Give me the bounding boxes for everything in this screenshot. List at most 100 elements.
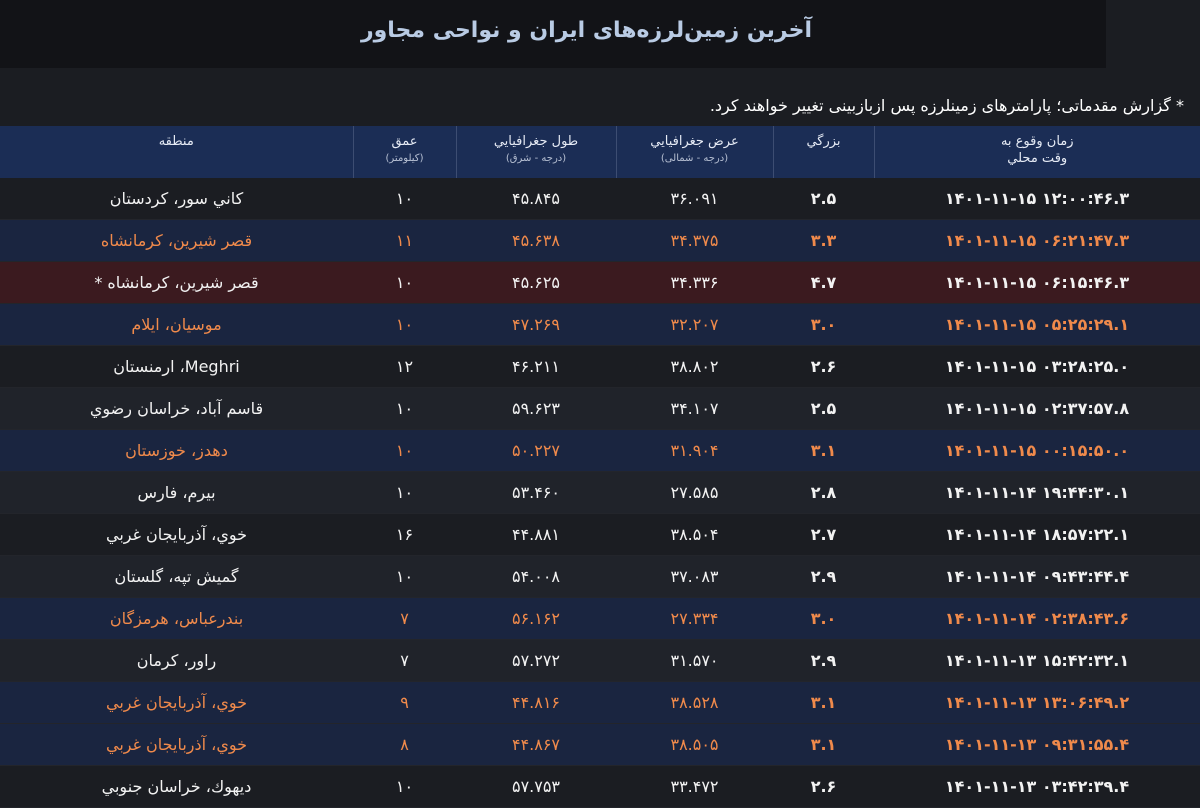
cell-magnitude: ۲.۵	[773, 388, 874, 430]
cell-latitude: ۲۷.۳۳۴	[616, 598, 773, 640]
cell-region: قصر شيرين، كرمانشاه *	[0, 262, 353, 304]
cell-longitude: ۴۵.۸۴۵	[456, 178, 616, 220]
cell-latitude: ۳۴.۳۷۵	[616, 220, 773, 262]
cell-magnitude: ۲.۷	[773, 514, 874, 556]
cell-magnitude: ۳.۰	[773, 598, 874, 640]
cell-time: ۱۴۰۱-۱۱-۱۵ ۰۰:۱۵:۵۰.۰	[874, 430, 1200, 472]
cell-time: ۱۴۰۱-۱۱-۱۴ ۰۲:۳۸:۴۳.۶	[874, 598, 1200, 640]
header-latitude[interactable]: عرض جغرافيايي (درجه - شمالی)	[616, 126, 773, 178]
cell-region: قصر شيرين، كرمانشاه	[0, 220, 353, 262]
cell-magnitude: ۲.۹	[773, 556, 874, 598]
cell-depth: ۱۰	[353, 472, 456, 514]
header-magnitude-label: بزرگي	[774, 134, 874, 149]
cell-time: ۱۴۰۱-۱۱-۱۴ ۰۹:۴۳:۴۴.۴	[874, 556, 1200, 598]
cell-magnitude: ۳.۱	[773, 430, 874, 472]
header-magnitude[interactable]: بزرگي	[773, 126, 874, 178]
page-title: آخرین زمین‌لرزه‌های ایران و نواحی مجاور	[292, 18, 812, 43]
cell-depth: ۱۰	[353, 388, 456, 430]
cell-time: ۱۴۰۱-۱۱-۱۵ ۰۳:۲۸:۲۵.۰	[874, 346, 1200, 388]
cell-magnitude: ۲.۵	[773, 178, 874, 220]
cell-depth: ۸	[353, 724, 456, 766]
cell-time: ۱۴۰۱-۱۱-۱۵ ۰۶:۲۱:۴۷.۳	[874, 220, 1200, 262]
cell-depth: ۷	[353, 598, 456, 640]
cell-region: خوي، آذربايجان غربي	[0, 514, 353, 556]
cell-magnitude: ۲.۶	[773, 766, 874, 808]
cell-latitude: ۳۴.۱۰۷	[616, 388, 773, 430]
cell-depth: ۱۰	[353, 262, 456, 304]
cell-longitude: ۵۹.۶۲۳	[456, 388, 616, 430]
earthquake-table: منطقه عمق (کیلومتر) طول جغرافيايي (درجه …	[0, 126, 1200, 808]
cell-region: ديهوك، خراسان جنوبي	[0, 766, 353, 808]
cell-magnitude: ۲.۹	[773, 640, 874, 682]
cell-longitude: ۴۴.۸۱۶	[456, 682, 616, 724]
cell-depth: ۱۰	[353, 304, 456, 346]
cell-magnitude: ۳.۰	[773, 304, 874, 346]
cell-time: ۱۴۰۱-۱۱-۱۵ ۰۲:۳۷:۵۷.۸	[874, 388, 1200, 430]
cell-longitude: ۴۵.۶۳۸	[456, 220, 616, 262]
header-region[interactable]: منطقه	[0, 126, 353, 178]
cell-latitude: ۳۸.۵۰۴	[616, 514, 773, 556]
header-depth-label: عمق	[354, 134, 456, 149]
cell-depth: ۱۰	[353, 766, 456, 808]
cell-region: موسيان، ايلام	[0, 304, 353, 346]
cell-longitude: ۴۶.۲۱۱	[456, 346, 616, 388]
cell-region: راور، كرمان	[0, 640, 353, 682]
cell-longitude: ۵۷.۷۵۳	[456, 766, 616, 808]
cell-longitude: ۵۴.۰۰۸	[456, 556, 616, 598]
cell-time: ۱۴۰۱-۱۱-۱۳ ۱۳:۰۶:۴۹.۲	[874, 682, 1200, 724]
header-depth-unit: (کیلومتر)	[354, 153, 456, 164]
cell-depth: ۱۱	[353, 220, 456, 262]
cell-time: ۱۴۰۱-۱۱-۱۳ ۱۵:۴۲:۳۲.۱	[874, 640, 1200, 682]
cell-latitude: ۲۷.۵۸۵	[616, 472, 773, 514]
cell-latitude: ۳۳.۴۷۲	[616, 766, 773, 808]
cell-longitude: ۴۴.۸۶۷	[456, 724, 616, 766]
cell-depth: ۱۰	[353, 556, 456, 598]
cell-latitude: ۳۸.۸۰۲	[616, 346, 773, 388]
cell-latitude: ۳۶.۰۹۱	[616, 178, 773, 220]
header-depth[interactable]: عمق (کیلومتر)	[353, 126, 456, 178]
cell-longitude: ۵۰.۲۲۷	[456, 430, 616, 472]
header-time-label: زمان وقوع به	[875, 134, 1200, 149]
cell-time: ۱۴۰۱-۱۱-۱۵ ۰۵:۲۵:۲۹.۱	[874, 304, 1200, 346]
header-region-label: منطقه	[0, 134, 353, 149]
cell-magnitude: ۴.۷	[773, 262, 874, 304]
table-header-row: منطقه عمق (کیلومتر) طول جغرافيايي (درجه …	[0, 126, 1200, 178]
cell-magnitude: ۳.۱	[773, 682, 874, 724]
cell-latitude: ۳۸.۵۲۸	[616, 682, 773, 724]
cell-region: دهدز، خوزستان	[0, 430, 353, 472]
cell-depth: ۱۰	[353, 178, 456, 220]
cell-time: ۱۴۰۱-۱۱-۱۳ ۰۹:۳۱:۵۵.۴	[874, 724, 1200, 766]
cell-time: ۱۴۰۱-۱۱-۱۳ ۰۳:۴۲:۳۹.۴	[874, 766, 1200, 808]
cell-time: ۱۴۰۱-۱۱-۱۵ ۰۶:۱۵:۴۶.۳	[874, 262, 1200, 304]
cell-latitude: ۳۲.۲۰۷	[616, 304, 773, 346]
title-bar: آخرین زمین‌لرزه‌های ایران و نواحی مجاور	[0, 0, 1106, 68]
header-longitude[interactable]: طول جغرافيايي (درجه - شرق)	[456, 126, 616, 178]
header-longitude-label: طول جغرافيايي	[457, 134, 616, 149]
cell-latitude: ۳۱.۹۰۴	[616, 430, 773, 472]
cell-latitude: ۳۴.۳۳۶	[616, 262, 773, 304]
cell-region: قاسم آباد، خراسان رضوي	[0, 388, 353, 430]
cell-magnitude: ۳.۱	[773, 724, 874, 766]
header-latitude-unit: (درجه - شمالی)	[617, 153, 773, 164]
header-time[interactable]: زمان وقوع به وقت محلي	[874, 126, 1200, 178]
header-time-unit: وقت محلي	[875, 151, 1200, 166]
cell-longitude: ۵۶.۱۶۲	[456, 598, 616, 640]
cell-region: Meghri، ارمنستان	[0, 346, 353, 388]
cell-depth: ۱۶	[353, 514, 456, 556]
